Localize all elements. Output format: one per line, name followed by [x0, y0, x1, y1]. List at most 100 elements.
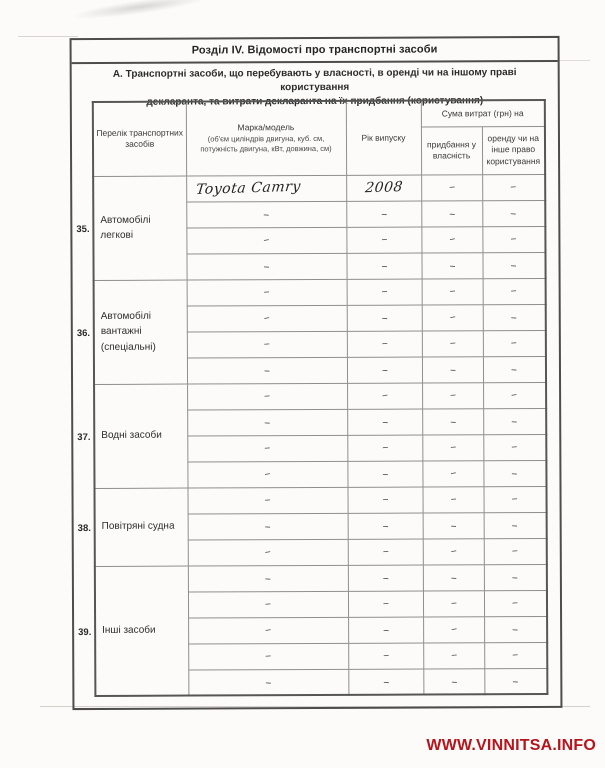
rent-cell: –: [482, 225, 546, 253]
model-cell: –: [186, 304, 347, 332]
item-number: 35.: [76, 223, 90, 235]
model-cell: –: [186, 330, 347, 358]
year-cell: –: [346, 200, 422, 227]
handwritten-dash: –: [509, 178, 517, 194]
item-number: 38.: [77, 522, 91, 534]
handwritten-dash: –: [511, 621, 519, 637]
handwritten-dash: –: [448, 206, 456, 221]
handwritten-dash: –: [449, 491, 457, 506]
section-title: Розділ IV. Відомості про транспортні зас…: [71, 37, 558, 65]
rent-cell: –: [482, 355, 547, 383]
purchase-cell: –: [423, 668, 485, 695]
model-cell: –: [187, 408, 348, 436]
handwritten-dash: –: [380, 206, 388, 221]
handwritten-dash: –: [449, 439, 457, 454]
year-cell: –: [347, 460, 423, 487]
handwritten-dash: –: [509, 230, 518, 246]
handwritten-dash: –: [448, 283, 456, 298]
year-cell: –: [347, 382, 423, 409]
handwritten-dash: –: [380, 258, 388, 273]
year-cell: –: [347, 408, 423, 435]
handwritten-dash: –: [382, 647, 390, 662]
watermark: WWW.VINNITSA.INFO: [426, 737, 596, 754]
purchase-cell: –: [422, 382, 484, 409]
year-cell: –: [348, 642, 424, 669]
handwritten-dash: –: [510, 334, 518, 350]
model-cell: –: [187, 564, 348, 592]
handwritten-dash: –: [510, 438, 519, 454]
scan-smudge: [69, 0, 211, 24]
purchase-cell: –: [423, 616, 485, 643]
purchase-cell: –: [422, 486, 484, 513]
handwritten-dash: –: [449, 620, 458, 636]
year-cell: –: [348, 616, 424, 643]
handwritten-dash: –: [447, 179, 456, 194]
handwritten-dash: –: [263, 335, 271, 351]
transport-table-body: Автомобілі легкові Toyota Camry 2008 – – – – – –…: [93, 173, 548, 696]
year-cell: –: [347, 538, 423, 565]
form-outer-box: Розділ IV. Відомості про транспортні зас…: [69, 35, 563, 711]
purchase-cell: –: [421, 252, 483, 279]
rent-cell: –: [483, 381, 547, 409]
handwritten-dash: –: [447, 230, 456, 246]
handwritten-dash: –: [450, 647, 458, 662]
model-cell: –: [187, 538, 348, 566]
rent-cell: –: [483, 407, 547, 435]
rent-cell: –: [482, 173, 546, 201]
category-label: Повітряні судна: [94, 487, 188, 566]
handwritten-dash: –: [511, 542, 519, 558]
model-cell: –: [188, 642, 349, 670]
handwritten-dash: –: [263, 387, 271, 403]
year-cell: 2008: [346, 174, 422, 201]
purchase-cell: –: [422, 590, 485, 617]
handwritten-dash: –: [447, 308, 457, 324]
purchase-cell: –: [422, 512, 484, 539]
model-cell: –: [186, 278, 347, 306]
table-row: Водні засоби – – – –: [94, 381, 547, 488]
handwritten-dash: –: [380, 387, 389, 403]
handwritten-dash: –: [449, 518, 457, 533]
rent-cell: –: [482, 329, 546, 357]
handwritten-dash: –: [382, 622, 390, 637]
handwritten-dash: –: [263, 621, 273, 637]
handwritten-dash: –: [381, 518, 389, 533]
handwritten-dash: –: [263, 259, 270, 274]
handwritten-dash: –: [381, 543, 389, 558]
handwritten-dash: –: [264, 571, 272, 586]
table-row: Інші засоби – – – –: [94, 563, 547, 696]
make-model-title: Марка/модель: [237, 121, 295, 133]
purchase-cell: –: [422, 564, 484, 591]
model-cell: –: [186, 200, 347, 228]
handwritten-dash: –: [264, 595, 272, 611]
col-header-year: Рік випуску: [345, 100, 422, 175]
handwritten-dash: –: [380, 231, 388, 246]
handwritten-dash: –: [262, 231, 271, 247]
col-header-purchase: придбання у власність: [420, 126, 483, 175]
handwritten-dash: –: [264, 674, 272, 690]
model-cell: –: [186, 252, 347, 280]
model-cell: –: [186, 226, 347, 254]
model-cell: –: [186, 356, 348, 384]
rent-cell: –: [483, 433, 547, 461]
handwritten-dash: –: [263, 465, 272, 481]
year-cell: –: [346, 330, 422, 357]
rent-cell: –: [483, 563, 547, 591]
purchase-cell: –: [421, 200, 483, 227]
handwritten-dash: –: [512, 673, 520, 689]
handwritten-dash: –: [262, 283, 271, 299]
handwritten-dash: –: [262, 207, 270, 222]
scan-artifact-line: [556, 60, 590, 61]
handwritten-entry: Toyota Camry: [194, 178, 302, 198]
scan-artifact-line: [40, 706, 590, 707]
handwritten-dash: –: [380, 283, 388, 298]
purchase-cell: –: [421, 330, 483, 357]
handwritten-dash: –: [510, 361, 518, 377]
handwritten-dash: –: [381, 466, 389, 481]
year-cell: –: [346, 252, 422, 279]
handwritten-dash: –: [381, 362, 388, 377]
col-header-transport-list: Перелік транспортних засобів: [92, 101, 187, 176]
item-number: 36.: [76, 327, 91, 339]
handwritten-dash: –: [264, 519, 272, 534]
handwritten-dash: –: [448, 542, 458, 558]
